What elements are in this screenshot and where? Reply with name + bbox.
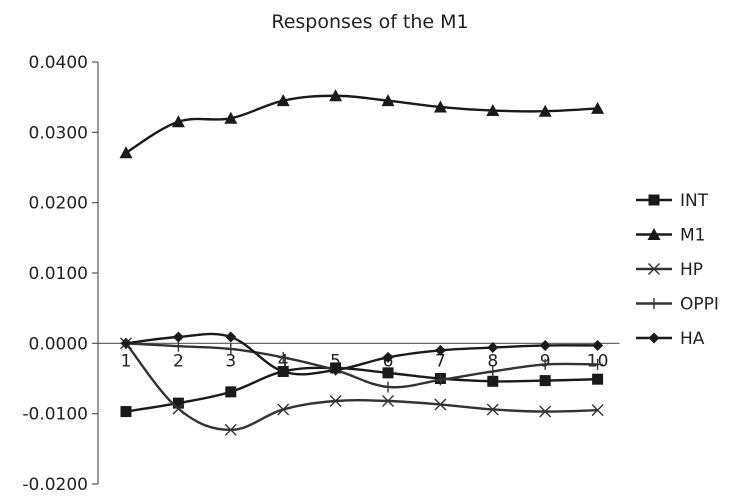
series-line-int xyxy=(125,366,598,413)
series-line-oppi xyxy=(125,342,598,389)
data-point-oppi xyxy=(277,351,289,363)
data-point-oppi xyxy=(434,374,446,386)
data-point-oppi xyxy=(225,343,237,355)
data-point-oppi xyxy=(592,358,604,370)
data-point-ha xyxy=(172,331,184,343)
data-point-ha xyxy=(277,365,289,377)
x-tick-label: 1 xyxy=(121,351,132,371)
x-tick-label: 8 xyxy=(487,351,498,371)
y-tick-label: 0.0000 xyxy=(29,334,88,354)
y-tick-label: 0.0300 xyxy=(29,123,88,143)
data-point-hp xyxy=(329,395,342,408)
chart-title: Responses of the M1 xyxy=(271,11,468,33)
legend-marker-ha xyxy=(648,332,660,344)
data-point-int xyxy=(382,367,394,379)
data-point-m1 xyxy=(591,101,605,114)
data-point-m1 xyxy=(171,115,185,128)
data-point-int xyxy=(592,373,604,385)
series-line-ha xyxy=(125,332,598,376)
y-tick-label: 0.0200 xyxy=(29,194,88,214)
data-point-m1 xyxy=(538,104,552,117)
legend-label-m1: M1 xyxy=(680,226,705,246)
data-point-int xyxy=(539,375,551,387)
x-tick-label: 5 xyxy=(330,351,341,371)
y-tick-label: 0.0100 xyxy=(29,264,88,284)
data-point-m1 xyxy=(381,94,395,107)
data-point-m1 xyxy=(486,104,500,117)
data-point-hp xyxy=(172,402,185,415)
data-point-m1 xyxy=(433,100,447,113)
legend-marker-int xyxy=(648,194,660,206)
legend-marker-oppi xyxy=(648,298,660,309)
y-tick-label: -0.0100 xyxy=(22,405,88,425)
series-line-hp xyxy=(125,342,598,432)
data-point-ha xyxy=(225,331,237,343)
data-point-hp xyxy=(434,398,447,411)
data-point-hp xyxy=(591,404,604,417)
data-point-m1 xyxy=(224,111,238,124)
x-tick-label: 3 xyxy=(225,351,236,371)
series-line-m1 xyxy=(125,94,598,154)
data-point-hp xyxy=(277,403,290,416)
data-point-ha xyxy=(382,351,394,363)
y-tick-label: 0.0400 xyxy=(29,53,88,73)
legend-label-hp: HP xyxy=(680,260,703,280)
data-point-ha xyxy=(330,364,342,376)
legend-marker-hp xyxy=(648,263,660,275)
data-point-ha xyxy=(592,339,604,351)
data-point-m1 xyxy=(119,146,133,159)
y-tick-label: -0.0200 xyxy=(22,475,88,495)
data-point-m1 xyxy=(276,94,290,107)
data-point-oppi xyxy=(382,381,394,393)
data-point-oppi xyxy=(487,365,499,377)
data-point-int xyxy=(120,406,132,418)
data-point-ha xyxy=(434,344,446,356)
data-point-int xyxy=(487,375,499,387)
data-point-hp xyxy=(382,395,394,408)
data-point-int xyxy=(172,397,184,409)
data-point-hp xyxy=(224,423,237,436)
legend-label-int: INT xyxy=(680,191,709,211)
legend-marker-m1 xyxy=(647,228,661,240)
x-tick-label: 7 xyxy=(435,351,446,371)
data-point-hp xyxy=(539,405,552,418)
data-point-oppi xyxy=(539,358,551,370)
data-point-ha xyxy=(120,337,132,349)
x-tick-label: 2 xyxy=(173,351,184,371)
data-point-m1 xyxy=(329,89,343,102)
legend-label-ha: HA xyxy=(680,329,705,349)
data-point-ha xyxy=(487,342,499,354)
data-point-int xyxy=(225,386,237,398)
legend-label-oppi: OPPI xyxy=(680,295,719,315)
data-point-hp xyxy=(486,403,499,416)
data-point-ha xyxy=(539,339,551,351)
